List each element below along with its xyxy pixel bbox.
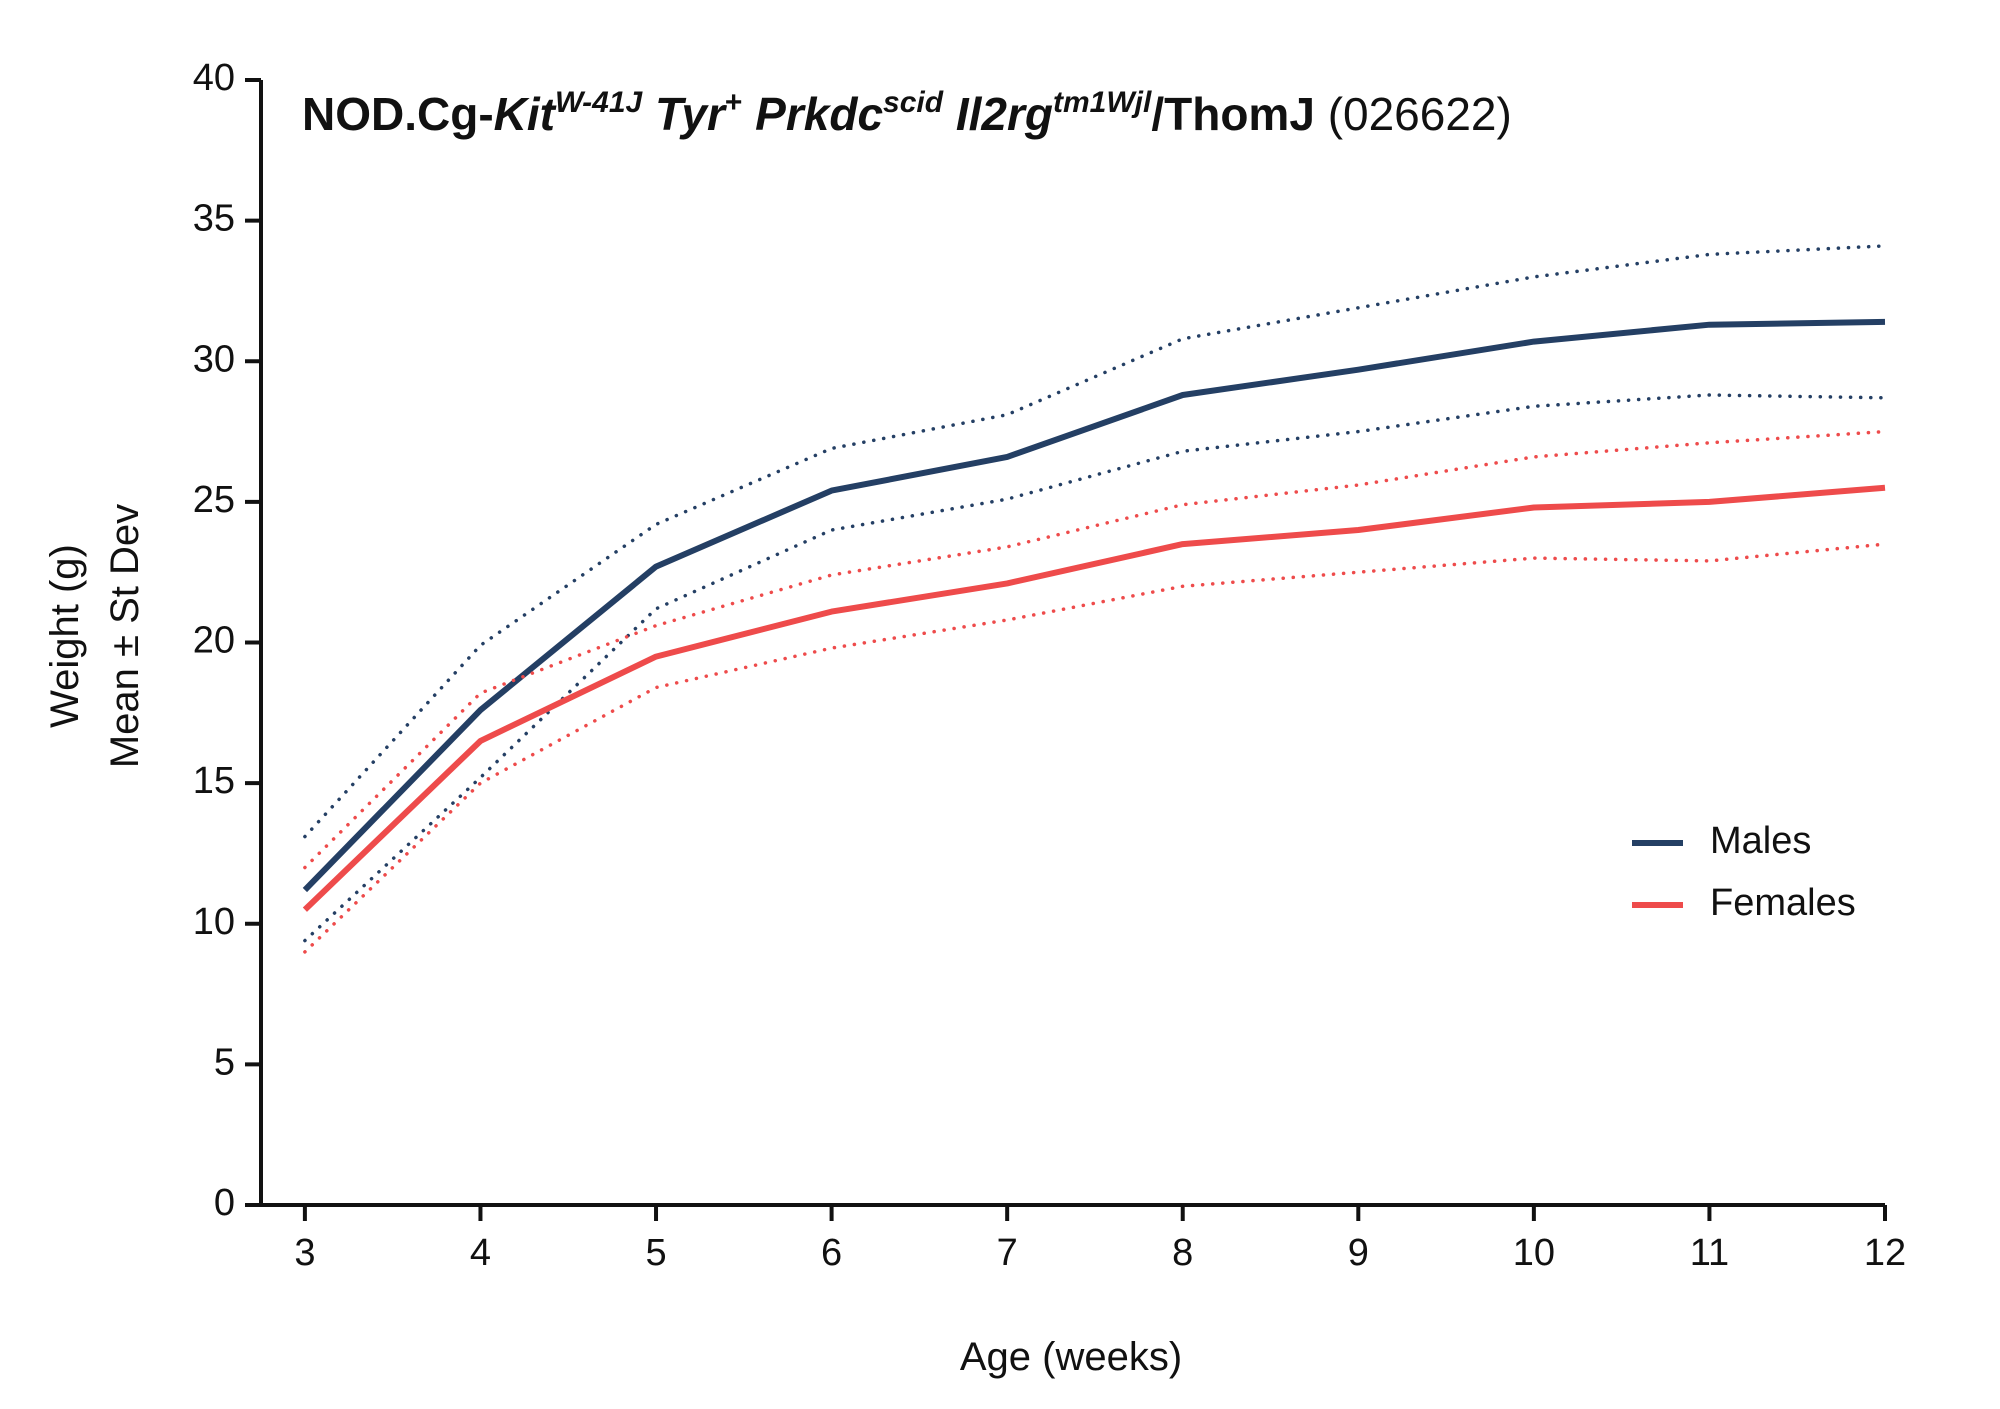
title-part: + <box>725 86 743 119</box>
sd-line <box>303 542 1887 954</box>
mean-line <box>302 484 1886 912</box>
y-tick-label: 20 <box>193 620 235 662</box>
legend-label: Males <box>1710 820 1811 862</box>
x-tick-label: 4 <box>470 1232 491 1274</box>
y-tick-label: 30 <box>193 338 235 380</box>
legend-label: Females <box>1710 882 1856 924</box>
y-tick-label: 40 <box>193 57 235 99</box>
title-part: scid <box>883 86 944 119</box>
y-tick-label: 0 <box>214 1182 235 1224</box>
title-part: Il2rg <box>943 88 1053 140</box>
title-part: Tyr <box>642 88 727 140</box>
title-part: NOD.Cg- <box>302 88 494 140</box>
title-part: W-41J <box>555 86 644 119</box>
x-tick-label: 7 <box>997 1232 1018 1274</box>
title-part: /ThomJ <box>1151 88 1315 140</box>
x-tick-label: 3 <box>294 1232 315 1274</box>
title-part: Prkdc <box>742 88 883 140</box>
x-tick-label: 5 <box>645 1232 666 1274</box>
y-axis-label: Weight (g) <box>43 544 87 728</box>
x-tick-label: 10 <box>1513 1232 1555 1274</box>
title-part: tm1Wjl <box>1053 86 1152 119</box>
chart-title: NOD.Cg-KitW-41J Tyr+ Prkdcscid Il2rgtm1W… <box>302 86 1512 140</box>
x-tick-label: 12 <box>1864 1232 1906 1274</box>
y-tick-label: 15 <box>193 760 235 802</box>
sd-line <box>303 244 1887 839</box>
x-tick-label: 11 <box>1690 1232 1729 1274</box>
y-tick-label: 10 <box>193 901 235 943</box>
mean-line <box>302 318 1886 893</box>
y-tick-label: 25 <box>193 479 235 521</box>
title-part: (026622) <box>1315 88 1512 140</box>
x-tick-label: 8 <box>1172 1232 1193 1274</box>
y-axis-label: Mean ± St Dev <box>103 504 147 768</box>
title-part: Kit <box>494 88 557 140</box>
x-axis-label: Age (weeks) <box>960 1335 1182 1379</box>
sd-line <box>303 429 1887 870</box>
x-tick-label: 9 <box>1348 1232 1369 1274</box>
x-tick-label: 6 <box>821 1232 842 1274</box>
y-tick-label: 5 <box>214 1041 235 1083</box>
y-tick-label: 35 <box>193 198 235 240</box>
